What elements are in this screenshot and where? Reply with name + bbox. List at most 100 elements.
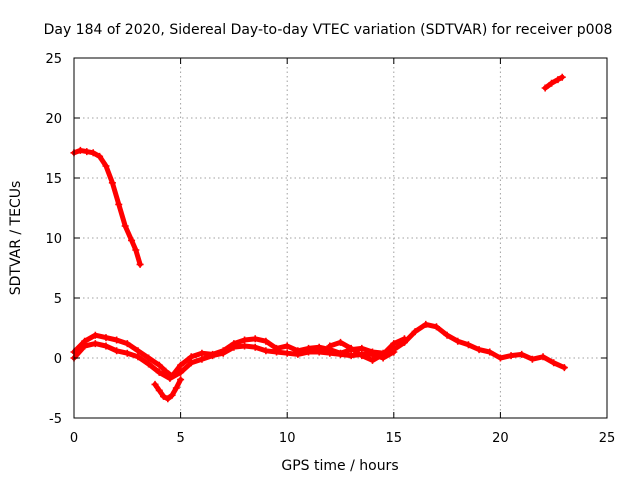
y-axis-title: SDTVAR / TECUs — [8, 181, 24, 296]
data-point — [128, 236, 136, 244]
data-point — [337, 338, 344, 346]
data-point — [273, 348, 281, 356]
data-point — [102, 162, 110, 170]
data-point — [326, 342, 334, 350]
data-point — [168, 391, 176, 399]
data-point — [347, 344, 355, 352]
data-point — [177, 376, 185, 384]
data-point — [115, 200, 123, 208]
data-point — [102, 334, 110, 342]
data-point — [145, 360, 153, 368]
data-point — [454, 337, 462, 345]
data-point — [432, 323, 440, 331]
data-point — [123, 340, 131, 348]
x-axis-title: GPS time / hours — [281, 458, 398, 474]
data-point — [443, 331, 451, 339]
data-point — [496, 354, 504, 362]
x-tick-label: 0 — [70, 431, 78, 446]
data-point — [113, 347, 121, 355]
data-point — [548, 79, 556, 87]
y-tick-label: 15 — [45, 172, 62, 187]
data-point — [550, 359, 558, 367]
data-point — [326, 349, 334, 357]
data-point — [475, 346, 483, 354]
data-point — [251, 343, 259, 351]
data-point — [89, 149, 97, 157]
data-point — [151, 380, 159, 388]
series-arc-2 — [541, 73, 566, 92]
data-point — [368, 350, 376, 358]
data-point — [539, 353, 547, 361]
data-point — [155, 386, 163, 394]
data-point — [528, 355, 536, 363]
data-point — [262, 337, 270, 345]
data-point — [358, 352, 366, 360]
x-tick-label: 10 — [279, 431, 296, 446]
x-tick-label: 15 — [386, 431, 403, 446]
data-point — [315, 348, 323, 356]
series-band — [542, 74, 565, 91]
series-arc-5 — [151, 376, 185, 403]
data-point — [368, 356, 376, 364]
data-point — [83, 148, 91, 156]
data-point — [464, 341, 472, 349]
x-tick-label: 20 — [492, 431, 509, 446]
data-point — [379, 350, 387, 358]
y-tick-label: 20 — [45, 112, 62, 127]
x-tick-label: 5 — [176, 431, 184, 446]
data-point — [121, 222, 129, 230]
series-band — [327, 336, 407, 363]
data-point — [76, 146, 84, 154]
data-point — [91, 340, 99, 348]
data-point — [283, 349, 291, 357]
data-point — [145, 354, 153, 362]
data-point — [136, 260, 144, 268]
y-tick-label: 10 — [45, 232, 62, 247]
data-point — [251, 335, 259, 343]
axis-ticks: 0 5 10 15 20 25 -5 0 5 10 15 20 25 — [45, 52, 615, 446]
data-point — [358, 344, 366, 352]
data-point — [160, 392, 168, 400]
series-arc-1 — [70, 146, 144, 268]
y-tick-label: 5 — [54, 292, 62, 307]
data-point — [209, 352, 217, 360]
data-point — [177, 368, 185, 376]
data-point — [560, 364, 568, 372]
data-point — [486, 348, 494, 356]
data-point — [113, 336, 121, 344]
data-point — [411, 328, 419, 336]
series-arc-6 — [326, 335, 408, 364]
data-point — [177, 361, 185, 369]
data-point — [91, 331, 99, 339]
data-point — [123, 349, 131, 357]
data-point — [166, 374, 174, 382]
data-point — [294, 350, 302, 358]
data-point — [198, 355, 206, 363]
chart-title: Day 184 of 2020, Sidereal Day-to-day VTE… — [44, 22, 613, 38]
data-point — [554, 76, 562, 84]
data-point — [422, 320, 430, 328]
y-tick-label: 0 — [54, 352, 62, 367]
data-point — [155, 368, 163, 376]
data-point — [132, 246, 140, 254]
data-point — [518, 350, 526, 358]
data-point — [558, 73, 566, 81]
data-point — [108, 179, 116, 187]
data-point — [187, 353, 195, 361]
data-point — [172, 384, 180, 392]
data-point — [134, 347, 142, 355]
data-point — [96, 152, 104, 160]
data-point — [219, 349, 227, 357]
y-tick-label: -5 — [49, 412, 62, 427]
data-point — [81, 342, 89, 350]
data-point — [337, 350, 344, 358]
data-point — [134, 353, 142, 361]
grid-lines — [74, 58, 607, 418]
data-point — [390, 340, 398, 348]
data-point — [305, 348, 313, 356]
data-point — [507, 352, 515, 360]
data-point — [102, 342, 110, 350]
data-point — [283, 342, 291, 350]
